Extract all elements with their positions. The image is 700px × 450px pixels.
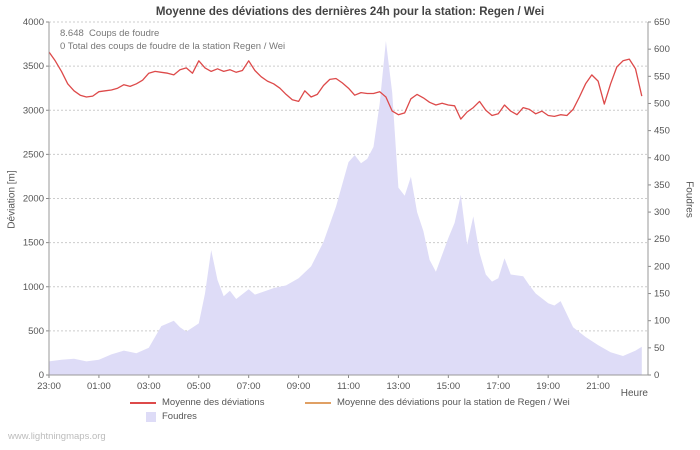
svg-text:11:00: 11:00 xyxy=(337,381,360,392)
chart-title: Moyenne des déviations des dernières 24h… xyxy=(155,6,545,18)
svg-text:07:00: 07:00 xyxy=(237,381,261,392)
svg-text:550: 550 xyxy=(654,71,670,82)
x-axis-label: Heure xyxy=(620,388,648,399)
svg-text:01:00: 01:00 xyxy=(87,381,111,392)
svg-text:15:00: 15:00 xyxy=(436,381,460,392)
svg-text:17:00: 17:00 xyxy=(486,381,510,392)
svg-text:400: 400 xyxy=(654,153,670,164)
foudres-area-swatch xyxy=(146,411,156,422)
svg-text:3000: 3000 xyxy=(23,105,44,116)
svg-text:05:00: 05:00 xyxy=(187,381,211,392)
svg-text:200: 200 xyxy=(654,261,670,272)
svg-text:50: 50 xyxy=(654,343,665,354)
legend-label-deviations: Moyenne des déviations xyxy=(162,397,265,408)
annotation-station-strikes: 0 Total des coups de foudre de la statio… xyxy=(60,41,286,52)
watermark-link[interactable]: www.lightningmaps.org xyxy=(8,431,106,442)
svg-text:0: 0 xyxy=(39,370,44,381)
legend-label-station-deviations: Moyenne des déviations pour la station d… xyxy=(337,397,570,408)
svg-text:300: 300 xyxy=(654,207,670,218)
svg-text:1000: 1000 xyxy=(23,282,44,293)
annotation-total-strikes: 8.648 Coups de foudre xyxy=(60,28,160,39)
svg-text:2500: 2500 xyxy=(23,149,44,160)
svg-text:13:00: 13:00 xyxy=(387,381,411,392)
svg-text:650: 650 xyxy=(654,17,670,28)
svg-text:100: 100 xyxy=(654,316,670,327)
legend-label-foudres: Foudres xyxy=(162,411,197,422)
svg-text:4000: 4000 xyxy=(23,17,44,28)
deviations-line-swatch xyxy=(130,401,156,404)
svg-text:250: 250 xyxy=(654,234,670,245)
legend-item-deviations: Moyenne des déviations xyxy=(130,397,264,408)
svg-text:21:00: 21:00 xyxy=(586,381,610,392)
svg-text:350: 350 xyxy=(654,180,670,191)
svg-text:19:00: 19:00 xyxy=(536,381,560,392)
svg-text:600: 600 xyxy=(654,44,670,55)
legend-item-foudres: Foudres xyxy=(146,411,197,422)
svg-text:450: 450 xyxy=(654,126,670,137)
svg-text:1500: 1500 xyxy=(23,238,44,249)
station-deviations-line-swatch xyxy=(305,401,331,404)
svg-text:2000: 2000 xyxy=(23,194,44,205)
svg-text:23:00: 23:00 xyxy=(37,381,61,392)
svg-text:500: 500 xyxy=(28,326,44,337)
svg-text:09:00: 09:00 xyxy=(287,381,311,392)
y-axis-right-label: Foudres xyxy=(683,181,695,218)
legend-item-station-deviations: Moyenne des déviations pour la station d… xyxy=(305,397,570,408)
svg-text:500: 500 xyxy=(654,98,670,109)
svg-text:0: 0 xyxy=(654,370,659,381)
svg-text:03:00: 03:00 xyxy=(137,381,161,392)
y-axis-left-label: Déviation [m] xyxy=(6,170,18,229)
svg-text:3500: 3500 xyxy=(23,61,44,72)
svg-text:150: 150 xyxy=(654,289,670,300)
